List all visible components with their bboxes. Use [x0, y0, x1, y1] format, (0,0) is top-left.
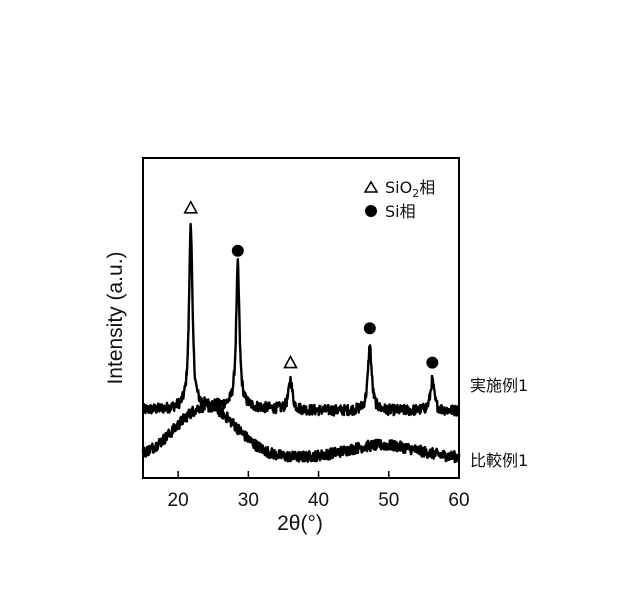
legend-entry-sio2-text: SiO: [385, 178, 412, 197]
x-tick-label: 40: [308, 490, 329, 511]
series-line-example: [143, 224, 459, 416]
series-label-comparative: 比較例1: [470, 451, 528, 470]
x-tick-label: 30: [238, 490, 259, 511]
legend-entry-sio2: SiO2相: [385, 178, 435, 200]
si-peak-marker: [232, 245, 244, 257]
x-tick-label: 60: [448, 490, 469, 511]
x-tick-label: 20: [168, 490, 189, 511]
legend-entry-si: Si相: [385, 202, 416, 221]
legend-circle-icon: [365, 205, 377, 217]
legend-triangle-icon: [365, 182, 377, 192]
peak-markers: [185, 202, 439, 369]
si-peak-marker: [364, 322, 376, 334]
x-tick-label: 50: [378, 490, 399, 511]
series-group: [143, 224, 459, 462]
series-label-example: 実施例1: [470, 376, 528, 395]
si-peak-marker: [426, 357, 438, 369]
sio2-peak-marker: [185, 202, 197, 213]
sio2-peak-marker: [284, 357, 296, 368]
legend-entry-sio2-subscript: 2: [412, 187, 419, 200]
legend: SiO2相 Si相: [365, 178, 435, 221]
x-axis-label: 2θ(°): [277, 512, 323, 535]
y-axis-label: Intensity (a.u.): [104, 251, 127, 384]
legend-entry-sio2-suffix: 相: [419, 178, 435, 197]
